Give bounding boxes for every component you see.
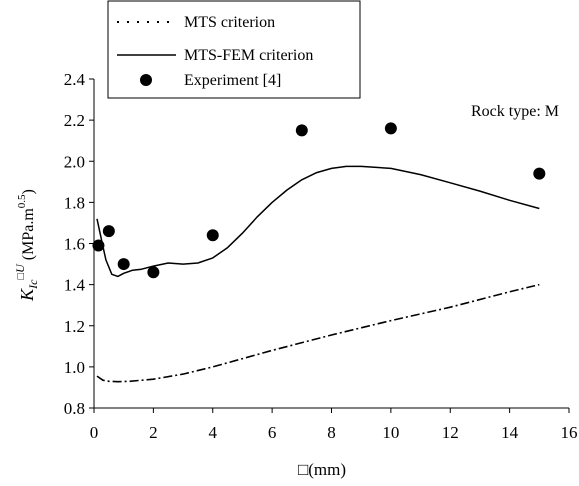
y-tick-label: 1.0 [64, 358, 85, 377]
x-axis-title: □(mm) [298, 460, 346, 479]
y-axis-units-exponent: 0.5 [16, 194, 28, 208]
x-axis-units: (mm) [308, 460, 346, 479]
y-axis-units: (MPa.m [20, 208, 37, 261]
y-tick-label: 0.8 [64, 399, 85, 418]
y-tick-label: 1.6 [64, 235, 85, 254]
data-point-experiment-4 [102, 225, 115, 238]
legend-label-mts: MTS criterion [184, 14, 275, 31]
axes [93, 79, 569, 409]
y-axis-superscript-glyph-icon: □ [15, 273, 27, 280]
y-axis-symbol: K [17, 288, 37, 302]
data-point-experiment-4 [206, 229, 219, 242]
y-tick-label: 2.0 [64, 152, 85, 171]
legend-label-mts-fem: MTS-FEM criterion [184, 47, 313, 64]
data-point-experiment-4 [147, 266, 160, 279]
plot-series [92, 122, 546, 383]
x-tick-label: 6 [268, 423, 277, 442]
x-tick-label: 2 [149, 423, 158, 442]
y-tick-label: 1.4 [64, 276, 86, 295]
x-tick-label: 16 [561, 423, 578, 442]
x-tick-label: 12 [442, 423, 459, 442]
tick-labels: 0.8 1.0 1.2 1.4 1.6 1.8 2.0 2.2 2.4 0 2 4 6 8 10 12 14 16 [64, 70, 578, 442]
y-tick-label: 2.2 [64, 111, 85, 130]
legend: MTS criterion MTS-FEM criterion Experime… [107, 0, 361, 99]
x-tick-label: 0 [90, 423, 99, 442]
legend-label-experiment: Experiment [4] [184, 72, 281, 89]
rock-type-annotation: Rock type: M [471, 103, 559, 120]
series-line-mts-criterion [96, 283, 540, 383]
x-tick-label: 10 [382, 423, 399, 442]
legend-marker-experiment [140, 74, 152, 86]
series-line-mts-fem-criterion [96, 165, 540, 278]
y-axis-title: KIc□U (MPa.m0.5) [13, 189, 40, 302]
data-point-experiment-4 [533, 167, 546, 180]
y-axis-superscript: U [13, 263, 27, 273]
x-tick-label: 8 [327, 423, 336, 442]
y-tick-label: 2.4 [64, 70, 86, 89]
y-axis-subscript: Ic [26, 279, 40, 290]
data-point-experiment-4 [384, 122, 397, 135]
data-point-experiment-4 [117, 258, 130, 271]
axis-ticks [89, 78, 570, 413]
y-axis-units-close: ) [20, 189, 37, 194]
y-tick-label: 1.8 [64, 193, 85, 212]
x-tick-label: 14 [501, 423, 519, 442]
x-axis-glyph-icon: □ [298, 460, 308, 479]
x-tick-label: 4 [209, 423, 218, 442]
y-tick-label: 1.2 [64, 317, 85, 336]
data-point-experiment-4 [92, 239, 105, 252]
data-point-experiment-4 [295, 124, 308, 137]
